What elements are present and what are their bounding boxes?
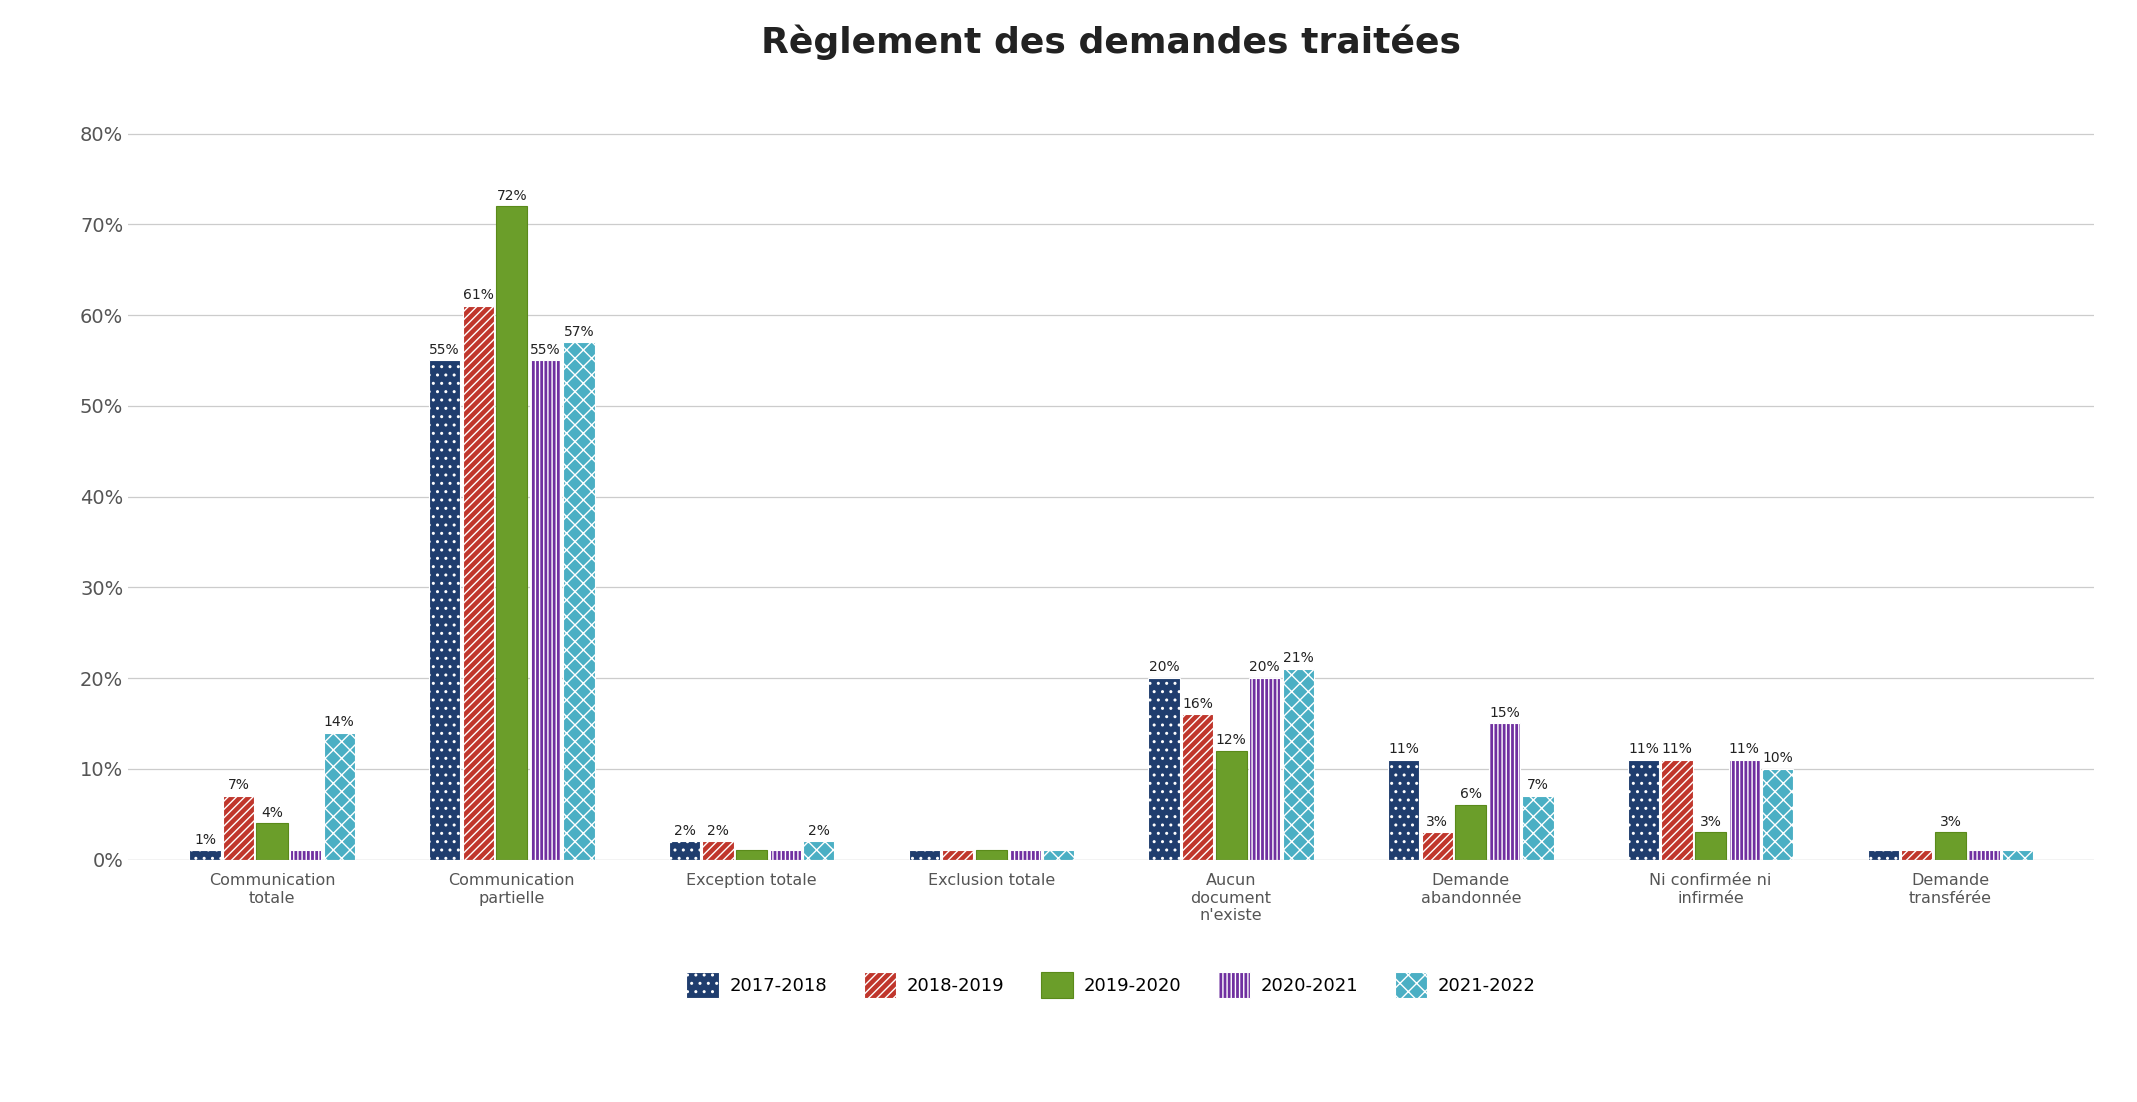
Bar [1902,851,1932,860]
Bar [1148,678,1180,860]
Bar [1522,796,1554,860]
Bar [496,206,528,860]
Bar [1968,851,2000,860]
Bar [430,360,459,860]
Text: 3%: 3% [1940,814,1962,829]
Text: 2%: 2% [707,824,729,838]
Text: 57%: 57% [564,325,594,338]
Bar [942,851,972,860]
Bar [1934,832,1966,860]
Text: 3%: 3% [1699,814,1722,829]
Bar [669,842,701,860]
Bar [804,842,833,860]
Bar [1250,678,1280,860]
Text: 55%: 55% [430,343,459,357]
Text: 11%: 11% [1628,742,1658,756]
Title: Règlement des demandes traitées: Règlement des demandes traitées [761,25,1462,61]
Bar [291,851,321,860]
Text: 7%: 7% [227,778,250,792]
Bar [703,842,733,860]
Bar [1282,669,1314,860]
Text: 61%: 61% [464,289,494,302]
Bar [769,851,801,860]
Text: 4%: 4% [261,806,282,820]
Bar [190,851,220,860]
Text: 2%: 2% [673,824,695,838]
Text: 2%: 2% [808,824,829,838]
Bar [2002,851,2032,860]
Bar [1216,750,1246,860]
Bar [1489,723,1519,860]
Bar [1660,759,1693,860]
Bar [1389,759,1419,860]
Bar [1763,769,1793,860]
Text: 20%: 20% [1150,660,1180,674]
Legend: 2017-2018, 2018-2019, 2019-2020, 2020-2021, 2021-2022: 2017-2018, 2018-2019, 2019-2020, 2020-20… [680,965,1543,1005]
Bar [908,851,940,860]
Bar [1043,851,1075,860]
Text: 7%: 7% [1528,778,1549,792]
Bar [1628,759,1658,860]
Bar [256,823,288,860]
Bar [1421,832,1453,860]
Text: 20%: 20% [1250,660,1280,674]
Bar [464,306,494,860]
Text: 11%: 11% [1729,742,1759,756]
Text: 6%: 6% [1460,788,1481,801]
Bar [977,851,1007,860]
Bar [1455,806,1487,860]
Text: 1%: 1% [194,833,216,846]
Text: 10%: 10% [1763,752,1793,765]
Bar [222,796,254,860]
Bar [564,343,594,860]
Bar [530,360,562,860]
Bar [1182,714,1214,860]
Bar [1868,851,1900,860]
Text: 11%: 11% [1663,742,1693,756]
Bar [323,733,355,860]
Text: 14%: 14% [325,715,355,728]
Text: 21%: 21% [1282,651,1314,666]
Text: 15%: 15% [1489,705,1519,720]
Text: 11%: 11% [1389,742,1419,756]
Bar [735,851,767,860]
Bar [1729,759,1759,860]
Text: 12%: 12% [1216,733,1246,747]
Bar [1009,851,1041,860]
Text: 3%: 3% [1425,814,1449,829]
Text: 16%: 16% [1182,696,1214,711]
Bar [1695,832,1727,860]
Text: 55%: 55% [530,343,560,357]
Text: 72%: 72% [496,188,528,203]
